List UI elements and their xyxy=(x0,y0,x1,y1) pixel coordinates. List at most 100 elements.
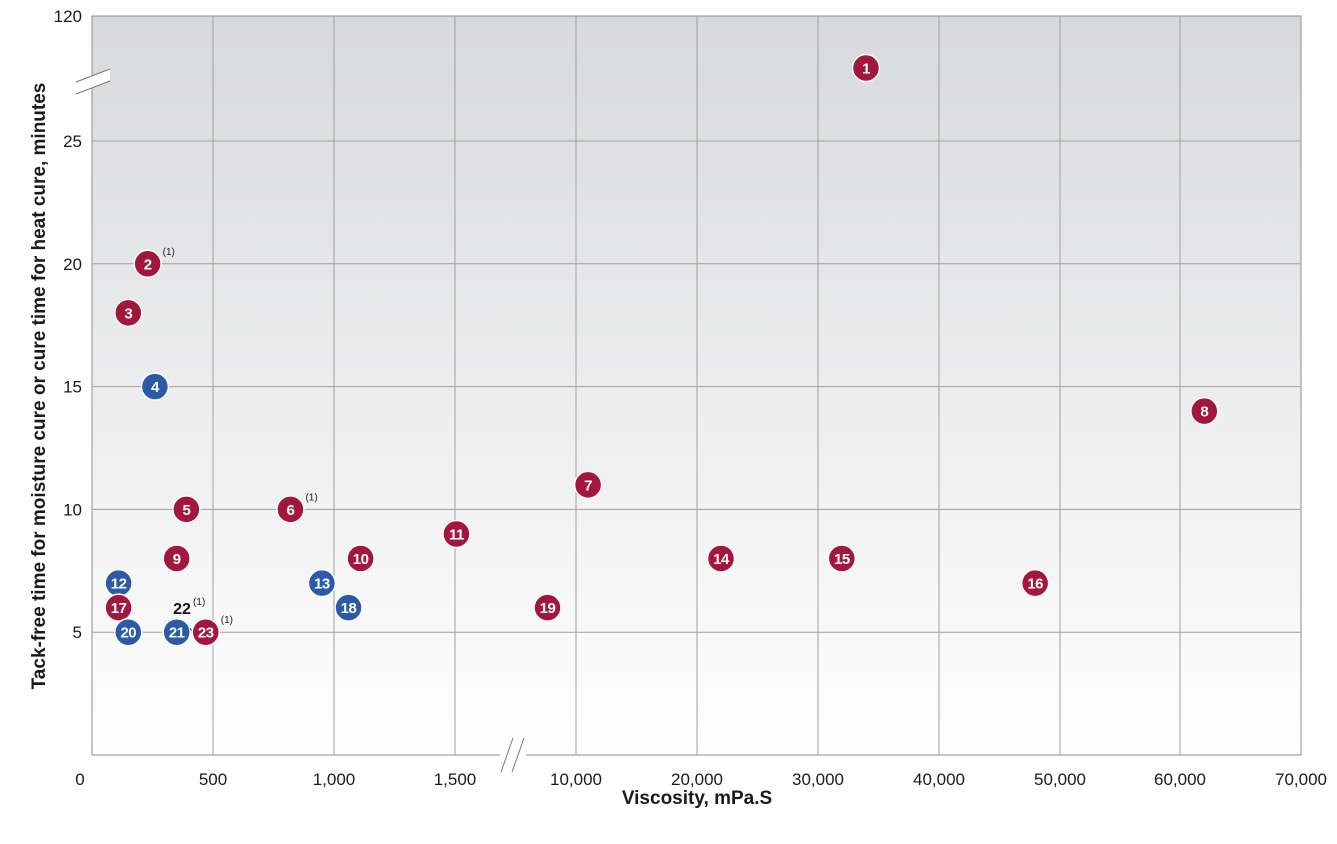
x-axis-title: Viscosity, mPa.S xyxy=(622,788,772,809)
point-label: 4 xyxy=(151,379,160,396)
y-tick-label: 5 xyxy=(73,623,82,642)
data-point-14: 14 xyxy=(706,544,736,573)
y-axis-break-mark xyxy=(75,68,111,83)
x-tick-label: 60,000 xyxy=(1154,770,1206,789)
y-tick-label: 10 xyxy=(63,500,82,519)
data-point-9: 9 xyxy=(162,544,191,573)
x-tick-labels: 0 500 1,000 1,500 10,000 20,000 30,000 40,000 50… xyxy=(75,770,1327,789)
data-point-16: 16 xyxy=(1020,568,1050,598)
data-point-2: 2 (1) xyxy=(133,247,175,279)
point-marker xyxy=(140,372,170,401)
y-tick-labels: 5 10 15 20 25 120 xyxy=(54,7,82,642)
x-axis-break-mark xyxy=(500,737,514,773)
x-tick-label: 70,000 xyxy=(1275,770,1327,789)
data-point-6: 6 (1) xyxy=(276,492,318,524)
point-marker xyxy=(706,544,736,573)
data-point-11: 11 xyxy=(442,519,471,549)
data-point-15: 15 xyxy=(827,544,857,573)
point-marker xyxy=(334,593,363,622)
y-tick-label: 120 xyxy=(54,7,82,26)
point-label: 22 xyxy=(173,601,191,618)
point-label: 14 xyxy=(713,551,730,568)
point-label: 9 xyxy=(173,551,181,568)
y-tick-label: 25 xyxy=(63,132,82,151)
point-label: 12 xyxy=(111,576,127,593)
point-label: 18 xyxy=(341,600,357,617)
y-axis-break-gap xyxy=(80,68,110,94)
x-tick-label: 40,000 xyxy=(913,770,965,789)
point-label: 6 xyxy=(287,502,295,519)
point-label: 17 xyxy=(111,600,127,617)
point-label: 13 xyxy=(314,576,330,593)
point-marker xyxy=(307,568,337,598)
point-marker xyxy=(1020,568,1050,598)
point-label: 19 xyxy=(540,600,556,617)
y-axis-title: Tack-free time for moisture cure or cure… xyxy=(29,83,50,690)
point-marker xyxy=(133,249,162,279)
data-point-21: 21 xyxy=(162,617,191,647)
point-marker xyxy=(114,298,143,328)
x-axis-break-mark xyxy=(511,737,525,773)
point-label: 20 xyxy=(120,625,136,642)
axis-breaks xyxy=(75,68,526,773)
x-tick-label: 500 xyxy=(199,770,227,789)
point-label: 16 xyxy=(1027,576,1043,593)
point-label: 2 xyxy=(144,256,152,273)
data-point-20: 20 xyxy=(114,617,143,647)
point-marker xyxy=(827,544,857,573)
point-marker xyxy=(191,617,220,647)
data-point-10: 10 xyxy=(346,544,375,573)
point-note: (1) xyxy=(193,597,205,608)
point-label: 11 xyxy=(449,526,464,543)
point-marker xyxy=(533,593,562,622)
point-label: 7 xyxy=(584,477,592,494)
data-point-12: 12 xyxy=(104,568,133,598)
data-point-23: 23 (1) xyxy=(191,615,233,647)
x-tick-label: 1,500 xyxy=(434,770,477,789)
data-point-18: 18 xyxy=(334,593,363,622)
point-marker xyxy=(162,544,191,573)
point-marker xyxy=(851,53,881,83)
data-point-8: 8 xyxy=(1190,396,1219,426)
point-marker xyxy=(276,495,305,524)
point-label: 23 xyxy=(198,625,214,642)
x-tick-label: 1,000 xyxy=(313,770,356,789)
point-note: (1) xyxy=(163,247,175,258)
point-marker xyxy=(573,470,603,500)
point-marker xyxy=(346,544,375,573)
data-point-19: 19 xyxy=(533,593,562,622)
y-tick-label: 15 xyxy=(63,378,82,397)
point-label: 1 xyxy=(862,61,870,78)
point-note: (1) xyxy=(305,492,317,503)
point-marker xyxy=(104,593,133,622)
point-marker xyxy=(442,519,471,549)
point-marker xyxy=(172,495,201,524)
point-marker xyxy=(114,617,143,647)
data-point-13: 13 xyxy=(307,568,337,598)
x-tick-label: 0 xyxy=(75,770,84,789)
x-tick-label: 20,000 xyxy=(671,770,723,789)
point-label: 21 xyxy=(169,625,185,642)
x-tick-label: 50,000 xyxy=(1034,770,1086,789)
point-marker xyxy=(1190,396,1219,426)
point-note: (1) xyxy=(221,615,233,626)
data-point-17: 17 xyxy=(104,593,133,622)
point-label: 8 xyxy=(1200,404,1208,421)
y-tick-label: 20 xyxy=(63,255,82,274)
point-label: 5 xyxy=(182,502,190,519)
x-tick-label: 30,000 xyxy=(792,770,844,789)
x-axis-break-gap xyxy=(500,748,526,762)
data-point-5: 5 xyxy=(172,495,201,524)
point-label: 15 xyxy=(834,551,850,568)
data-point-1: 1 xyxy=(851,53,881,83)
data-point-7: 7 xyxy=(573,470,603,500)
data-point-4: 4 xyxy=(140,372,170,401)
point-label: 3 xyxy=(124,305,132,322)
point-marker xyxy=(162,617,191,647)
y-axis-break-mark xyxy=(75,80,111,95)
point-label: 10 xyxy=(353,551,369,568)
data-point-3: 3 xyxy=(114,298,143,328)
x-tick-label: 10,000 xyxy=(550,770,602,789)
